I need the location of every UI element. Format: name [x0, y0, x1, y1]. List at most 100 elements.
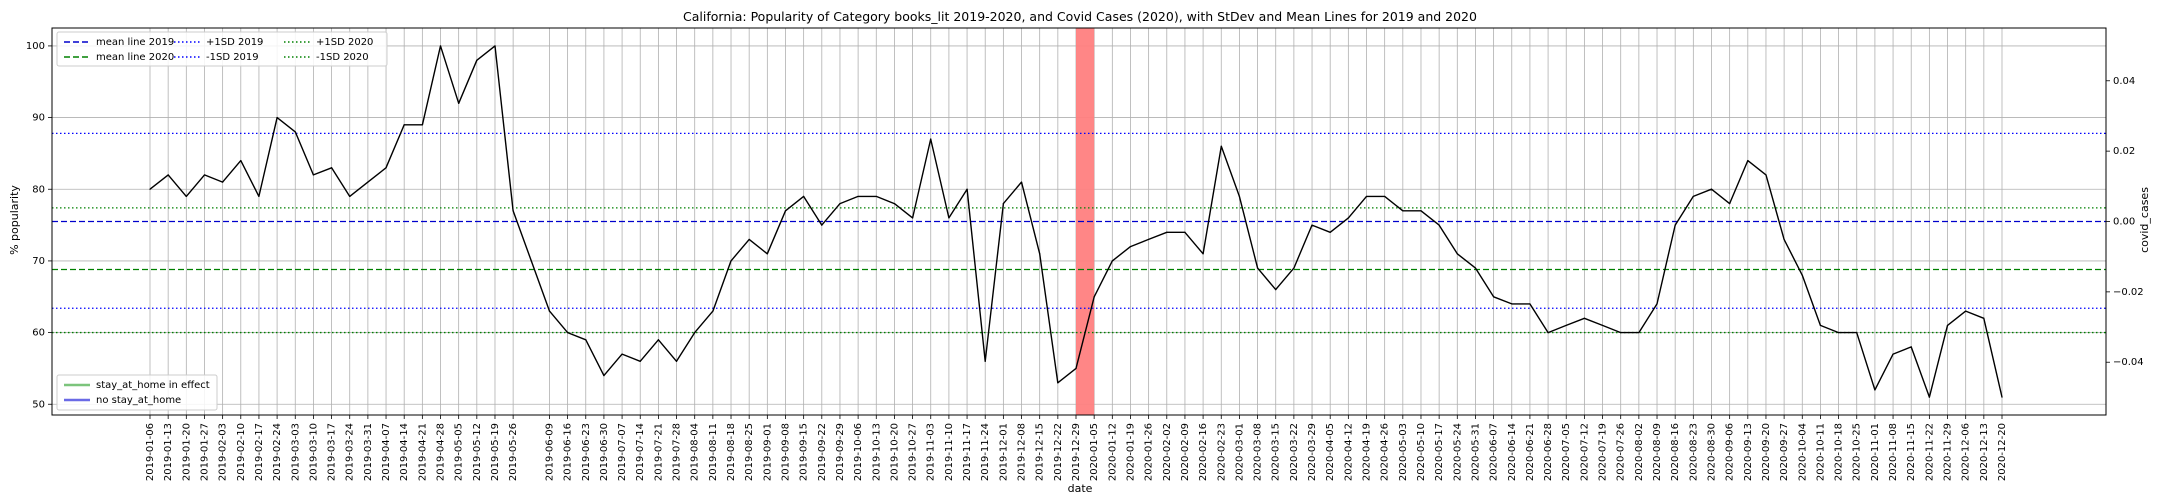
- data-point: [1747, 159, 1749, 162]
- x-tick-label: 2020-03-15: [1271, 423, 1282, 481]
- data-point: [1075, 367, 1077, 370]
- x-tick-label: 2020-08-16: [1670, 423, 1681, 481]
- data-point: [1402, 210, 1404, 212]
- x-tick-label: 2020-12-13: [1979, 423, 1990, 481]
- data-point: [294, 131, 296, 133]
- x-tick-label: 2019-06-09: [544, 423, 555, 481]
- highlight-band: [1076, 28, 1095, 415]
- data-point: [1420, 210, 1422, 212]
- x-tick-label: 2020-11-01: [1870, 423, 1881, 481]
- data-point: [567, 331, 569, 334]
- x-tick-label: 2020-10-04: [1797, 423, 1808, 481]
- data-point: [1384, 195, 1386, 198]
- x-tick-label: 2019-06-23: [581, 423, 592, 481]
- x-tick-label: 2020-06-07: [1489, 423, 1500, 481]
- x-tick-label: 2020-05-17: [1434, 423, 1445, 481]
- data-point: [1347, 217, 1349, 219]
- data-point: [1020, 181, 1023, 183]
- data-point: [1311, 224, 1313, 226]
- x-tick-label: 2019-11-10: [944, 423, 955, 481]
- x-tick-label: 2020-03-22: [1289, 423, 1300, 481]
- legend-label: mean line 2020: [96, 52, 174, 63]
- data-point: [1638, 331, 1640, 334]
- x-tick-label: 2019-08-04: [690, 423, 701, 481]
- x-tick-label: 2020-09-27: [1779, 423, 1790, 481]
- x-tick-label: 2020-08-09: [1652, 423, 1663, 481]
- legend-label: -1SD 2019: [206, 52, 259, 63]
- x-tick-label: 2019-10-27: [908, 423, 919, 481]
- data-point: [875, 195, 877, 198]
- x-tick-label: 2019-03-10: [308, 423, 319, 481]
- x-tick-label: 2020-05-31: [1470, 423, 1481, 481]
- x-tick-label: 2020-04-19: [1362, 423, 1373, 481]
- x-tick-label: 2020-02-02: [1162, 423, 1173, 481]
- x-tick-label: 2019-12-22: [1053, 423, 1064, 481]
- x-tick-label: 2019-11-24: [980, 423, 991, 481]
- data-point: [1692, 195, 1694, 198]
- data-point: [222, 181, 224, 183]
- x-tick-label: 2019-05-19: [490, 423, 501, 481]
- x-tick-label: 2019-04-14: [399, 423, 410, 481]
- data-point: [1365, 195, 1368, 198]
- data-point: [948, 217, 950, 219]
- x-tick-label: 2019-02-24: [272, 423, 283, 481]
- x-tick-label: 2020-08-02: [1634, 423, 1645, 481]
- x-tick-label: 2020-11-22: [1924, 423, 1935, 481]
- data-point: [530, 260, 532, 262]
- y-axis-label: % popularity: [8, 185, 21, 255]
- x-tick-label: 2019-01-20: [181, 423, 192, 481]
- x-tick-label: 2019-09-01: [762, 423, 773, 481]
- x-tick-label: 2020-01-12: [1107, 423, 1118, 481]
- data-point: [1093, 296, 1095, 298]
- x-tick-label: 2019-04-28: [436, 423, 447, 481]
- y-tick-label: 50: [32, 399, 45, 410]
- data-point: [1329, 231, 1331, 233]
- data-point: [803, 195, 805, 198]
- data-point: [1710, 188, 1713, 190]
- legend-label: +1SD 2020: [316, 37, 373, 48]
- data-point: [167, 174, 169, 176]
- data-point: [1238, 195, 1241, 198]
- data-point: [603, 374, 605, 377]
- x-tick-label: 2020-07-05: [1561, 423, 1572, 481]
- y2-tick-label: −0.02: [2113, 287, 2144, 298]
- data-point: [984, 360, 986, 362]
- data-point: [1729, 202, 1731, 205]
- plot-area: 2019-01-06 2019-01-13 2019-01-20 2019-01-27…: [26, 27, 2144, 481]
- data-point: [1275, 288, 1277, 291]
- data-point: [821, 224, 823, 226]
- x-tick-label: 2020-01-05: [1089, 423, 1100, 481]
- x-tick-label: 2020-07-12: [1579, 423, 1590, 481]
- data-point: [276, 116, 278, 119]
- data-point: [639, 360, 641, 362]
- data-point: [1910, 346, 1912, 348]
- x-tick-label: 2020-02-23: [1216, 423, 1227, 481]
- data-point: [1928, 396, 1930, 398]
- legend-label: +1SD 2019: [206, 37, 263, 48]
- x-tick-label: 2020-11-29: [1943, 423, 1954, 481]
- x-tick-label: 2019-02-03: [218, 423, 229, 481]
- x-axis-label: date: [1068, 482, 1093, 495]
- x-tick-label: 2019-12-29: [1071, 423, 1082, 481]
- data-point: [1129, 245, 1132, 248]
- data-point: [512, 210, 514, 212]
- x-tick-label: 2019-01-13: [163, 423, 174, 481]
- data-point: [1565, 324, 1567, 327]
- data-point: [1256, 267, 1259, 269]
- x-tick-label: 2020-07-26: [1616, 423, 1627, 481]
- status-legend-label: no stay_at_home: [96, 395, 181, 406]
- data-point: [1202, 253, 1204, 255]
- y2-tick-label: 0.04: [2113, 76, 2135, 87]
- x-tick-label: 2020-09-06: [1725, 423, 1736, 481]
- x-tick-label: 2019-10-06: [853, 423, 864, 481]
- x-tick-label: 2019-10-20: [889, 423, 900, 481]
- data-point: [748, 238, 750, 241]
- x-tick-label: 2020-01-26: [1144, 423, 1155, 481]
- x-tick-label: 2019-06-30: [599, 423, 610, 481]
- data-point: [966, 188, 968, 190]
- data-point: [1801, 274, 1803, 276]
- x-tick-label: 2020-04-12: [1343, 423, 1354, 481]
- x-tick-label: 2020-10-18: [1834, 423, 1845, 481]
- x-tick-label: 2019-07-07: [617, 423, 628, 481]
- data-point: [1837, 331, 1840, 334]
